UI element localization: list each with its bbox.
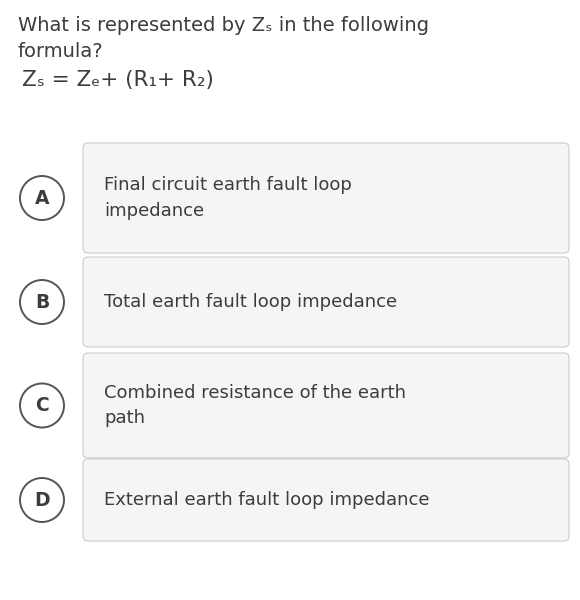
Text: B: B — [35, 292, 49, 311]
Text: What is represented by Zₛ in the following: What is represented by Zₛ in the followi… — [18, 16, 429, 35]
Text: formula?: formula? — [18, 42, 104, 61]
Circle shape — [20, 478, 64, 522]
Text: Final circuit earth fault loop
impedance: Final circuit earth fault loop impedance — [104, 176, 352, 220]
Text: Total earth fault loop impedance: Total earth fault loop impedance — [104, 293, 397, 311]
Circle shape — [20, 176, 64, 220]
FancyBboxPatch shape — [83, 143, 569, 253]
Text: External earth fault loop impedance: External earth fault loop impedance — [104, 491, 430, 509]
FancyBboxPatch shape — [83, 257, 569, 347]
Circle shape — [20, 383, 64, 427]
FancyBboxPatch shape — [83, 459, 569, 541]
Text: A: A — [35, 188, 49, 208]
Text: D: D — [34, 491, 50, 509]
FancyBboxPatch shape — [83, 353, 569, 458]
Circle shape — [20, 280, 64, 324]
Text: Combined resistance of the earth
path: Combined resistance of the earth path — [104, 384, 406, 427]
Text: C: C — [35, 396, 49, 415]
Text: Zₛ = Zₑ+ (R₁+ R₂): Zₛ = Zₑ+ (R₁+ R₂) — [22, 70, 214, 90]
